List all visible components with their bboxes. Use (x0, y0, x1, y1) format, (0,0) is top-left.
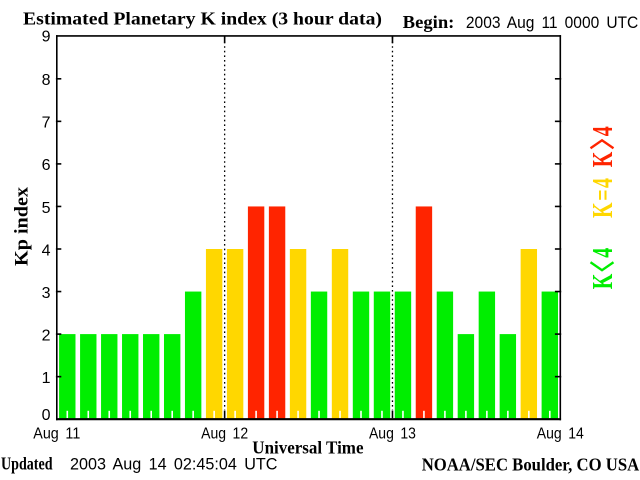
svg-text:0: 0 (42, 407, 51, 424)
svg-text:NOAA/SEC Boulder, CO USA: NOAA/SEC Boulder, CO USA (422, 455, 640, 475)
svg-text:6: 6 (42, 157, 51, 174)
svg-text:Aug 12: Aug 12 (201, 425, 248, 442)
svg-text:4: 4 (588, 126, 619, 136)
svg-text:Kp index: Kp index (11, 186, 32, 266)
svg-text:4: 4 (588, 248, 619, 258)
svg-text:4: 4 (588, 178, 619, 188)
svg-text:Begin:: Begin: (403, 12, 455, 32)
svg-text:Aug 13: Aug 13 (369, 425, 416, 442)
svg-text:Aug 11: Aug 11 (33, 425, 80, 442)
svg-text:Aug 14: Aug 14 (537, 425, 584, 442)
svg-text:2003 Aug 14 02:45:04 UTC: 2003 Aug 14 02:45:04 UTC (70, 455, 278, 474)
svg-text:7: 7 (42, 115, 51, 132)
svg-text:K: K (588, 202, 619, 218)
svg-text:2: 2 (42, 327, 51, 344)
svg-text:Updated: Updated (1, 454, 53, 474)
svg-text:Universal Time: Universal Time (252, 437, 363, 457)
svg-text:1: 1 (42, 370, 51, 387)
svg-text:=: = (588, 189, 619, 200)
svg-text:8: 8 (42, 72, 51, 89)
svg-text:3: 3 (42, 285, 51, 302)
svg-text:Estimated Planetary K index (3: Estimated Planetary K index (3 hour data… (23, 9, 382, 30)
svg-text:9: 9 (42, 29, 51, 46)
svg-text:2003 Aug 11 0000 UTC: 2003 Aug 11 0000 UTC (466, 13, 638, 32)
svg-text:4: 4 (42, 242, 51, 259)
svg-text:K: K (588, 151, 619, 167)
svg-text:K: K (588, 273, 619, 289)
svg-text:5: 5 (42, 200, 51, 217)
